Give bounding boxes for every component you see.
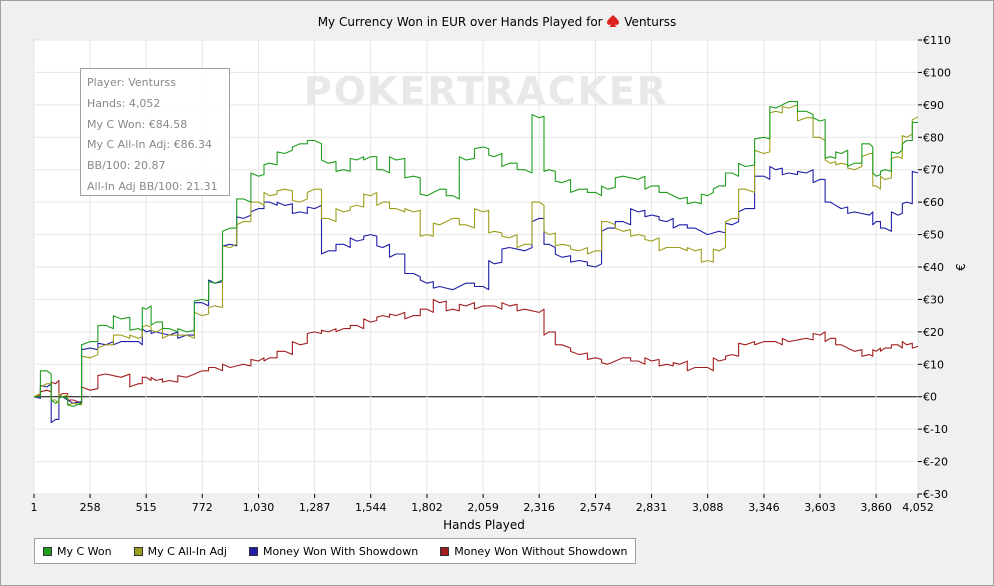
series-line-money-won-without-showdown [33, 298, 919, 404]
y-tick-label: €-10 [923, 423, 948, 436]
legend-swatch [440, 546, 450, 556]
x-tick-label: 1,802 [411, 501, 443, 514]
legend-item-money-won-without-showdown: Money Won Without Showdown [440, 545, 627, 558]
legend-swatch [133, 546, 143, 556]
x-tick-label: 1 [31, 501, 38, 514]
x-tick-label: 772 [192, 501, 213, 514]
x-tick-label: 1,287 [299, 501, 331, 514]
y-tick-label: €30 [923, 293, 944, 306]
series-line-my-c-all-in-adj [33, 104, 919, 406]
y-tick-label: €0 [923, 391, 937, 404]
watermark-text: POKERTRACKER [304, 69, 668, 113]
y-tick-label: €-30 [923, 488, 948, 501]
x-tick-label: 1,544 [355, 501, 387, 514]
player-info-box: Player: Venturss Hands: 4,052 My C Won: … [80, 68, 230, 196]
info-won: My C Won: €84.58 [87, 117, 188, 131]
x-tick-label: 2,831 [636, 501, 668, 514]
spade-suit-icon [607, 15, 620, 27]
chart-title-player: Venturss [624, 15, 677, 29]
y-tick-label: €70 [923, 164, 944, 177]
legend-swatch [43, 546, 52, 556]
x-tick-label: 4,052 [902, 501, 934, 514]
x-tick-label: 3,346 [748, 501, 780, 514]
y-tick-label: €50 [923, 229, 944, 242]
x-tick-label: 3,603 [804, 501, 836, 514]
x-tick-label: 2,574 [580, 501, 612, 514]
y-axis-label: € [954, 263, 968, 271]
y-tick-label: €-20 [923, 456, 948, 469]
y-tick-label: €110 [923, 34, 951, 47]
x-tick-label: 515 [136, 501, 157, 514]
x-axis-label: Hands Played [443, 518, 525, 532]
y-tick-label: €100 [923, 66, 951, 79]
series-line-my-c-won [34, 101, 918, 407]
x-tick-label: 1,030 [243, 501, 275, 514]
legend-label: Money Won With Showdown [262, 544, 419, 558]
info-hands: Hands: 4,052 [87, 96, 161, 110]
y-tick-label: €40 [923, 261, 944, 274]
info-allin-bb100: All-In Adj BB/100: 21.31 [87, 179, 218, 193]
y-tick-label: €60 [923, 196, 944, 209]
x-tick-label: 3,860 [860, 501, 892, 514]
y-tick-label: €80 [923, 131, 944, 144]
info-allin: My C All-In Adj: €86.34 [87, 138, 213, 152]
legend-item-my-c-all-in-adj: My C All-In Adj [133, 544, 227, 558]
legend-swatch [248, 546, 258, 556]
legend-label: Money Won Without Showdown [454, 544, 628, 558]
legend-label: My C Won [57, 544, 112, 558]
chart-title: My Currency Won in EUR over Hands Played… [0, 14, 994, 29]
x-tick-label: 3,088 [692, 501, 724, 514]
chart-title-text: My Currency Won in EUR over Hands Played… [317, 15, 603, 29]
info-bb100: BB/100: 20.87 [87, 159, 166, 173]
y-tick-label: €90 [923, 99, 944, 112]
x-tick-label: 2,059 [467, 501, 499, 514]
legend-item-my-c-won: My C Won [43, 545, 112, 558]
legend-label: My C All-In Adj [147, 544, 227, 558]
y-tick-label: €10 [923, 358, 944, 371]
y-tick-label: €20 [923, 326, 944, 339]
x-tick-label: 258 [80, 501, 101, 514]
legend-item-money-won-with-showdown: Money Won With Showdown [248, 544, 419, 558]
chart-legend: My C Won My C All-In Adj Money Won With Sh… [34, 538, 636, 564]
x-tick-label: 2,316 [523, 501, 555, 514]
series-line-money-won-with-showdown [33, 165, 919, 424]
info-player: Player: Venturss [87, 76, 176, 89]
